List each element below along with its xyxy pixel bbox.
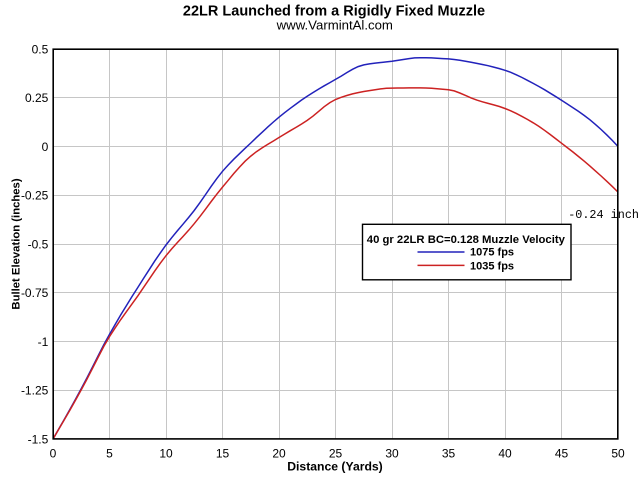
svg-text:1075 fps: 1075 fps [470, 247, 514, 259]
svg-text:20: 20 [272, 447, 286, 461]
svg-text:-1.5: -1.5 [28, 432, 49, 446]
svg-text:-0.25: -0.25 [21, 189, 49, 203]
svg-text:1035 fps: 1035 fps [470, 260, 514, 272]
svg-text:-0.75: -0.75 [21, 286, 49, 300]
svg-text:0: 0 [42, 140, 49, 154]
svg-text:15: 15 [216, 447, 230, 461]
svg-text:-0.24 inch: -0.24 inch [568, 208, 639, 222]
svg-text:40: 40 [498, 447, 512, 461]
svg-text:35: 35 [442, 447, 456, 461]
svg-text:25: 25 [329, 447, 343, 461]
svg-text:50: 50 [611, 447, 625, 461]
svg-text:0: 0 [50, 447, 57, 461]
svg-text:10: 10 [159, 447, 173, 461]
svg-text:-0.5: -0.5 [28, 237, 49, 251]
svg-text:5: 5 [106, 447, 113, 461]
svg-text:-1: -1 [38, 335, 49, 349]
svg-text:-1.25: -1.25 [21, 384, 49, 398]
svg-text:30: 30 [385, 447, 399, 461]
svg-text:0.5: 0.5 [32, 42, 49, 56]
svg-text:45: 45 [555, 447, 569, 461]
svg-text:0.25: 0.25 [25, 91, 49, 105]
svg-text:22LR Launched from a Rigidly F: 22LR Launched from a Rigidly Fixed Muzzl… [183, 4, 485, 20]
svg-text:Distance (Yards): Distance (Yards) [287, 459, 383, 473]
svg-text:www.VarmintAl.com: www.VarmintAl.com [276, 18, 393, 33]
svg-text:Bullet Elevation (inches): Bullet Elevation (inches) [11, 178, 23, 309]
svg-text:40 gr 22LR BC=0.128 Muzzle Vel: 40 gr 22LR BC=0.128 Muzzle Velocity [367, 234, 566, 246]
